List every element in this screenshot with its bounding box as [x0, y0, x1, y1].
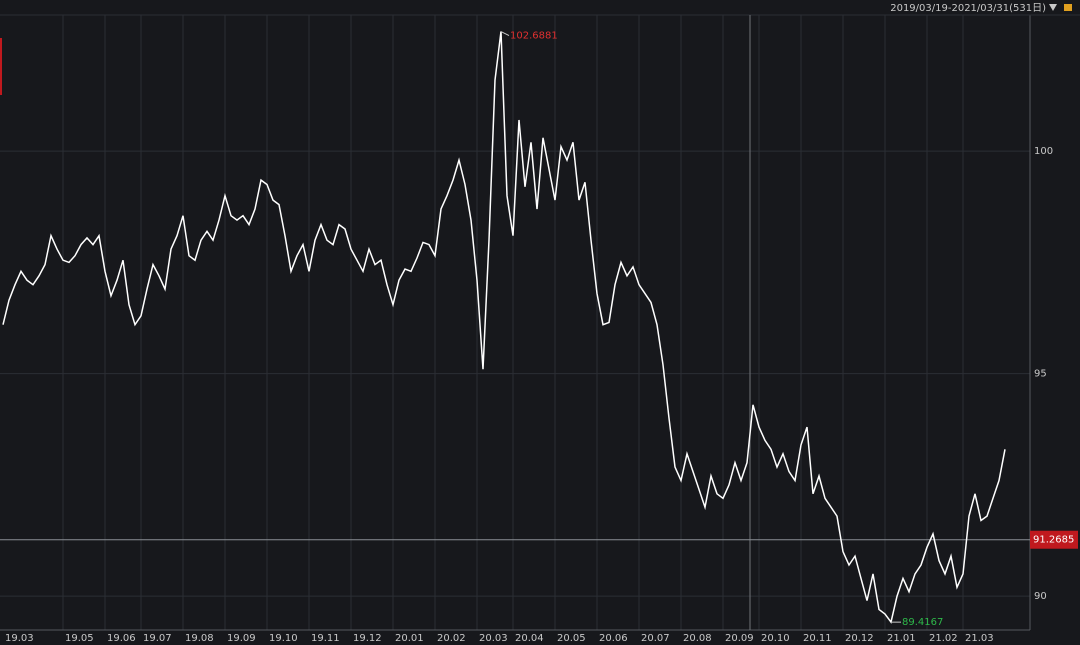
x-tick-label: 19.06 [107, 633, 136, 644]
lock-icon[interactable] [1064, 4, 1072, 11]
x-tick-label: 20.10 [761, 633, 790, 644]
price-line-series [2, 31, 1006, 624]
x-tick-label: 19.07 [143, 633, 172, 644]
low-label: 89.4167 [902, 617, 943, 628]
side-marker [0, 38, 2, 95]
price-label: 91.2685 [1033, 535, 1074, 546]
x-tick-label: 20.07 [641, 633, 670, 644]
x-tick-label: 19.10 [269, 633, 298, 644]
x-tick-label: 20.12 [845, 633, 874, 644]
x-tick-label: 19.08 [185, 633, 214, 644]
high-pointer [500, 31, 510, 36]
y-tick-label: 100 [1034, 146, 1053, 157]
y-tick-label: 90 [1034, 591, 1047, 602]
x-tick-label: 20.08 [683, 633, 712, 644]
x-tick-label: 21.01 [887, 633, 916, 644]
range-label: 2019/03/19-2021/03/31(531日) [890, 3, 1046, 14]
x-tick-label: 20.05 [557, 633, 586, 644]
x-tick-label: 20.04 [515, 633, 544, 644]
range-dropdown[interactable] [1049, 4, 1057, 11]
x-tick-label: 20.09 [725, 633, 754, 644]
x-tick-label: 21.02 [929, 633, 958, 644]
x-tick-label: 19.03 [5, 633, 34, 644]
x-tick-label: 19.09 [227, 633, 256, 644]
x-tick-label: 20.01 [395, 633, 424, 644]
x-tick-label: 19.05 [65, 633, 94, 644]
high-label: 102.6881 [510, 31, 558, 42]
x-tick-label: 19.11 [311, 633, 340, 644]
price-tag [1030, 530, 1078, 549]
x-tick-label: 20.11 [803, 633, 832, 644]
x-tick-label: 20.02 [437, 633, 466, 644]
x-tick-label: 19.12 [353, 633, 382, 644]
y-tick-label: 95 [1034, 369, 1047, 380]
x-tick-label: 20.06 [599, 633, 628, 644]
x-tick-label: 21.03 [965, 633, 994, 644]
x-tick-label: 20.03 [479, 633, 508, 644]
